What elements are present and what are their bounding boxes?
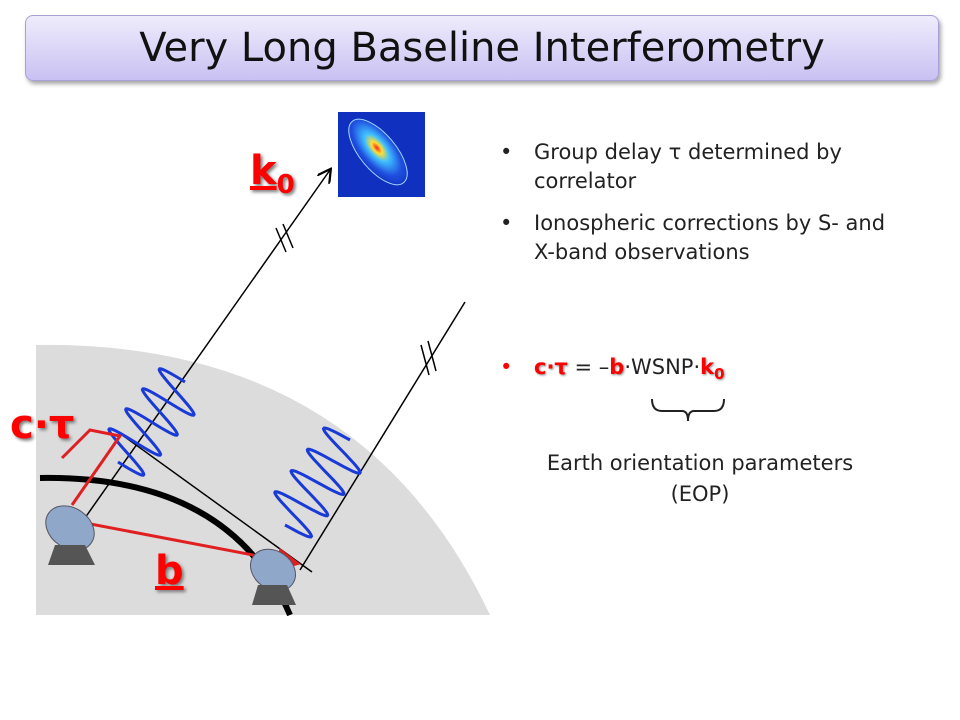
antenna	[250, 548, 296, 605]
equation: c·τ = –b·WSNP·k0	[500, 355, 725, 383]
source-blob	[348, 118, 408, 186]
wave-vector-label: k0	[250, 148, 295, 200]
baseline-label: b	[155, 548, 184, 594]
bullet: Ionospheric corrections by S- and X-band…	[500, 209, 900, 267]
earth-region	[36, 344, 490, 615]
brace-note: Earth orientation parameters (EOP)	[480, 448, 920, 510]
equation-part: c·τ	[534, 355, 568, 379]
equation-part: k	[700, 355, 715, 379]
equation-part: 0	[714, 365, 725, 384]
label-text: k	[250, 148, 277, 194]
slide-title: Very Long Baseline Interferometry	[25, 15, 939, 81]
ray	[299, 301, 466, 571]
label-sub: 0	[276, 170, 295, 200]
wave	[273, 426, 362, 539]
bullet-list: Group delay τ determined by correlator I…	[500, 138, 900, 280]
break-marks	[275, 223, 437, 376]
brace	[651, 398, 725, 422]
bullet: Group delay τ determined by correlator	[500, 138, 900, 196]
equation-part: b	[609, 355, 625, 379]
delay-label: c·τ	[10, 402, 75, 448]
note-line: Earth orientation parameters	[546, 451, 854, 475]
note-line: (EOP)	[670, 482, 730, 506]
equation-part: ·WSNP·	[624, 355, 701, 379]
delay-bracket	[60, 428, 123, 506]
antenna	[45, 505, 95, 565]
equation-part: = –	[567, 355, 610, 379]
